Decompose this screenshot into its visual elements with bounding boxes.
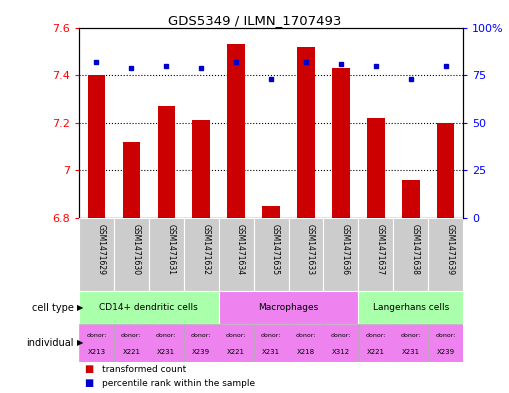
- Text: X218: X218: [297, 349, 315, 355]
- Bar: [262, 206, 280, 218]
- Text: donor:: donor:: [365, 333, 386, 338]
- Bar: [323, 218, 358, 291]
- Bar: [393, 324, 428, 362]
- Text: X221: X221: [367, 349, 385, 355]
- Text: X239: X239: [437, 349, 455, 355]
- Text: Langerhans cells: Langerhans cells: [373, 303, 449, 312]
- Bar: [219, 324, 253, 362]
- Text: X312: X312: [332, 349, 350, 355]
- Text: GSM1471639: GSM1471639: [446, 224, 455, 275]
- Bar: [79, 291, 219, 324]
- Bar: [184, 218, 219, 291]
- Bar: [157, 106, 175, 218]
- Bar: [184, 324, 219, 362]
- Bar: [114, 324, 149, 362]
- Text: Macrophages: Macrophages: [259, 303, 319, 312]
- Bar: [428, 324, 463, 362]
- Bar: [289, 324, 323, 362]
- Text: donor:: donor:: [296, 333, 316, 338]
- Text: donor:: donor:: [191, 333, 211, 338]
- Text: GSM1471633: GSM1471633: [306, 224, 315, 275]
- Bar: [88, 75, 105, 218]
- Text: donor:: donor:: [261, 333, 281, 338]
- Text: CD14+ dendritic cells: CD14+ dendritic cells: [99, 303, 198, 312]
- Bar: [402, 180, 419, 218]
- Bar: [253, 218, 289, 291]
- Bar: [79, 218, 114, 291]
- Bar: [289, 218, 323, 291]
- Text: X231: X231: [402, 349, 420, 355]
- Bar: [114, 218, 149, 291]
- Bar: [358, 324, 393, 362]
- Text: GSM1471631: GSM1471631: [166, 224, 175, 275]
- Text: GSM1471632: GSM1471632: [201, 224, 210, 275]
- Text: X231: X231: [157, 349, 175, 355]
- Text: transformed count: transformed count: [102, 365, 186, 374]
- Bar: [219, 291, 358, 324]
- Bar: [79, 324, 114, 362]
- Bar: [428, 218, 463, 291]
- Text: donor:: donor:: [226, 333, 246, 338]
- Text: GDS5349 / ILMN_1707493: GDS5349 / ILMN_1707493: [168, 14, 341, 27]
- Bar: [149, 218, 184, 291]
- Text: GSM1471630: GSM1471630: [131, 224, 140, 275]
- Text: GSM1471638: GSM1471638: [411, 224, 420, 275]
- Bar: [253, 324, 289, 362]
- Bar: [358, 218, 393, 291]
- Bar: [393, 218, 428, 291]
- Bar: [228, 44, 245, 218]
- Text: GSM1471637: GSM1471637: [376, 224, 385, 275]
- Text: X221: X221: [122, 349, 140, 355]
- Bar: [123, 142, 140, 218]
- Bar: [192, 120, 210, 218]
- Text: ■: ■: [84, 364, 93, 375]
- Text: individual: individual: [26, 338, 74, 348]
- Text: X213: X213: [88, 349, 105, 355]
- Text: X239: X239: [192, 349, 210, 355]
- Bar: [149, 324, 184, 362]
- Text: donor:: donor:: [331, 333, 351, 338]
- Text: GSM1471636: GSM1471636: [341, 224, 350, 275]
- Bar: [219, 218, 253, 291]
- Bar: [437, 123, 455, 218]
- Text: donor:: donor:: [156, 333, 177, 338]
- Text: ■: ■: [84, 378, 93, 388]
- Text: cell type: cell type: [32, 303, 74, 312]
- Text: GSM1471635: GSM1471635: [271, 224, 280, 275]
- Bar: [332, 68, 350, 218]
- Text: GSM1471629: GSM1471629: [96, 224, 105, 275]
- Text: ▶: ▶: [77, 303, 84, 312]
- Text: donor:: donor:: [401, 333, 421, 338]
- Bar: [323, 324, 358, 362]
- Text: X231: X231: [262, 349, 280, 355]
- Text: X221: X221: [227, 349, 245, 355]
- Bar: [297, 47, 315, 218]
- Text: donor:: donor:: [121, 333, 142, 338]
- Text: donor:: donor:: [436, 333, 456, 338]
- Text: percentile rank within the sample: percentile rank within the sample: [102, 379, 255, 387]
- Text: GSM1471634: GSM1471634: [236, 224, 245, 275]
- Bar: [367, 118, 385, 218]
- Text: ▶: ▶: [77, 338, 84, 347]
- Text: donor:: donor:: [86, 333, 106, 338]
- Bar: [358, 291, 463, 324]
